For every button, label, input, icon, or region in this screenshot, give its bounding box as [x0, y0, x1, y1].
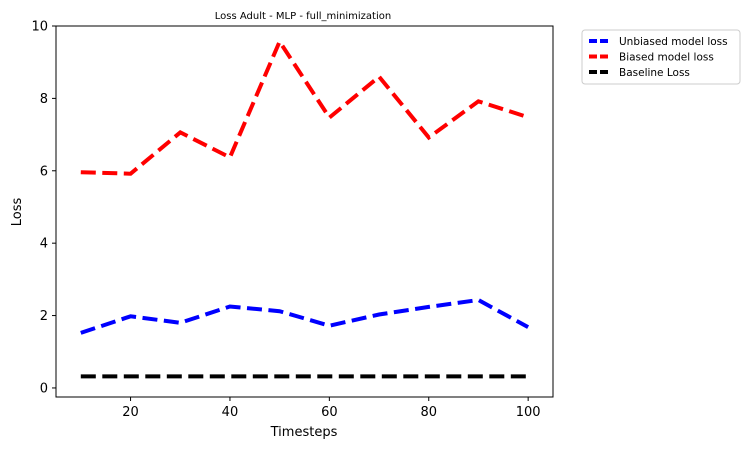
legend-label-2: Baseline Loss — [619, 67, 690, 79]
x-tick-label: 100 — [516, 405, 541, 420]
y-tick-label: 2 — [40, 309, 48, 324]
legend-label-0: Unbiased model loss — [619, 36, 728, 48]
x-tick-label: 80 — [420, 405, 437, 420]
x-tick-label: 40 — [222, 405, 239, 420]
x-tick-label: 20 — [122, 405, 139, 420]
series-line-0 — [80, 297, 530, 335]
legend-frame — [581, 29, 741, 85]
plot-area — [55, 25, 554, 398]
chart-title: Loss Adult - MLP - full_minimization — [215, 11, 391, 22]
y-tick-label: 6 — [40, 164, 48, 179]
y-axis-title: Loss — [10, 198, 25, 227]
plot-frame — [55, 25, 554, 398]
x-axis-title: Timesteps — [270, 425, 338, 440]
legend: Unbiased model loss Biased model loss Base… — [581, 29, 741, 85]
y-tick-label: 4 — [40, 237, 48, 252]
y-axis: 0 2 4 6 8 10 — [31, 20, 56, 396]
series-line-1 — [80, 37, 529, 176]
series-layer — [80, 37, 530, 379]
y-tick-label: 10 — [31, 20, 48, 35]
x-tick-label: 60 — [321, 405, 338, 420]
legend-label-1: Biased model loss — [619, 52, 714, 64]
y-tick-label: 0 — [40, 381, 48, 396]
x-axis: 20 40 60 80 100 — [122, 397, 541, 420]
y-tick-label: 8 — [40, 92, 48, 107]
